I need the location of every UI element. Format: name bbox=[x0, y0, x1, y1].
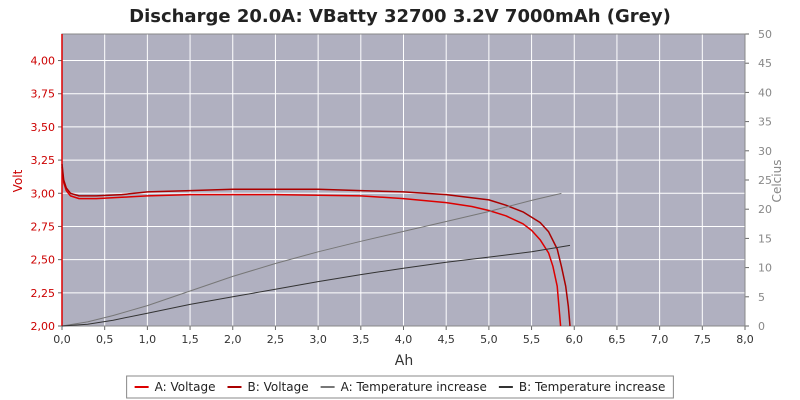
y-right-tick-label: 25 bbox=[758, 174, 772, 187]
x-tick-label: 0,5 bbox=[96, 333, 114, 346]
y-left-tick-label: 4,00 bbox=[31, 55, 56, 68]
y-right-tick-label: 35 bbox=[758, 116, 772, 129]
x-tick-label: 3,0 bbox=[309, 333, 327, 346]
x-tick-label: 0,0 bbox=[53, 333, 71, 346]
y-left-tick-label: 3,25 bbox=[31, 154, 56, 167]
y-right-tick-label: 15 bbox=[758, 232, 772, 245]
x-tick-label: 2,5 bbox=[267, 333, 285, 346]
x-axis-title: Ah bbox=[395, 353, 413, 369]
y-left-tick-label: 2,75 bbox=[31, 220, 56, 233]
y-left-tick-label: 2,00 bbox=[31, 320, 56, 333]
x-tick-label: 1,5 bbox=[181, 333, 199, 346]
y-left-tick-label: 3,75 bbox=[31, 88, 56, 101]
y-left-tick-label: 2,50 bbox=[31, 254, 56, 267]
x-tick-label: 6,5 bbox=[608, 333, 626, 346]
x-tick-label: 1,0 bbox=[139, 333, 157, 346]
y-right-tick-label: 50 bbox=[758, 28, 772, 41]
x-tick-label: 4,0 bbox=[395, 333, 413, 346]
y-axis-right-title: Celcius bbox=[770, 160, 784, 203]
x-tick-label: 7,0 bbox=[651, 333, 669, 346]
x-tick-label: 5,5 bbox=[523, 333, 541, 346]
y-left-tick-label: 3,00 bbox=[31, 187, 56, 200]
y-right-tick-label: 20 bbox=[758, 203, 772, 216]
x-tick-label: 5,0 bbox=[480, 333, 498, 346]
y-right-tick-label: 45 bbox=[758, 57, 772, 70]
x-tick-label: 2,0 bbox=[224, 333, 242, 346]
y-left-tick-label: 2,25 bbox=[31, 287, 56, 300]
series-line-a-temperature bbox=[61, 192, 562, 327]
y-left-tick-label: 3,50 bbox=[31, 121, 56, 134]
y-right-tick-label: 0 bbox=[758, 320, 765, 333]
y-axis-left-title: Volt bbox=[11, 169, 25, 192]
legend-item-b-voltage-label: B: Voltage bbox=[248, 380, 309, 394]
series-line-b-voltage bbox=[61, 164, 571, 327]
y-right-tick-label: 5 bbox=[758, 291, 765, 304]
chart-title: Discharge 20.0A: VBatty 32700 3.2V 7000m… bbox=[129, 6, 671, 27]
y-right-tick-label: 40 bbox=[758, 86, 772, 99]
plot-area: 0,0 0,5 1,0 1,5 2,0 2,5 3,0 3,5 4,0 4,5 5,0 5,5 6,0 6… bbox=[31, 28, 773, 346]
y-right-tick-label: 30 bbox=[758, 145, 772, 158]
legend-item-a-voltage-label: A: Voltage bbox=[155, 380, 216, 394]
legend-box bbox=[126, 375, 674, 399]
series-line-a-voltage bbox=[61, 166, 562, 327]
legend: A: Voltage B: Voltage A: Temperature incre… bbox=[126, 375, 674, 399]
x-tick-label: 7,5 bbox=[694, 333, 712, 346]
series-line-b-temperature bbox=[61, 244, 571, 327]
x-tick-label: 4,5 bbox=[437, 333, 455, 346]
x-tick-label: 8,0 bbox=[736, 333, 754, 346]
legend-item-a-temperature-label: A: Temperature increase bbox=[341, 380, 487, 394]
x-tick-label: 6,0 bbox=[566, 333, 584, 346]
legend-item-b-temperature-label: B: Temperature increase bbox=[519, 380, 666, 394]
x-tick-label: 3,5 bbox=[352, 333, 370, 346]
y-right-tick-label: 10 bbox=[758, 262, 772, 275]
